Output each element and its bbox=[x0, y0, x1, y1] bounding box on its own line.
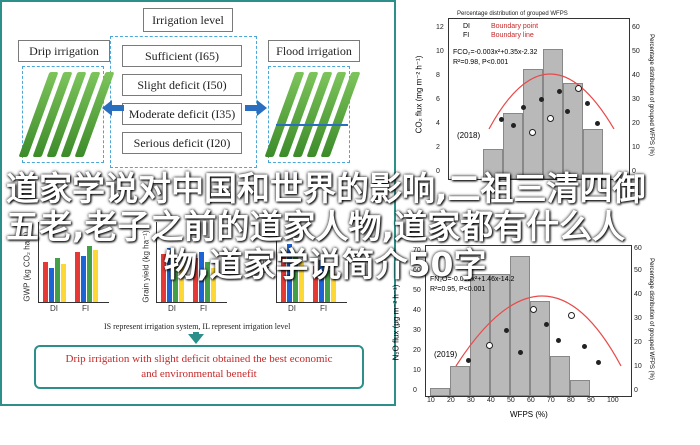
co2-legend-boundary-line: Boundary line bbox=[491, 32, 534, 39]
overlay-title-line-3: 物,道家学说简介50字 bbox=[164, 245, 487, 284]
down-arrow-icon bbox=[188, 332, 204, 344]
n2o-y2ticks: 0 10 20 30 40 50 60 bbox=[634, 245, 642, 394]
drip-field-illustration bbox=[18, 72, 115, 160]
co2-boundary-line bbox=[488, 73, 615, 130]
gwp-group-di: DI bbox=[50, 304, 58, 313]
n2o-equation: FN₂O=-0.012x²+1.46x-14.2 bbox=[430, 276, 515, 283]
drip-irrigation-label: Drip irrigation bbox=[18, 40, 110, 62]
gwp-group-fi: FI bbox=[82, 304, 90, 313]
grain-group-fi: FI bbox=[200, 304, 208, 313]
we-group-fi: FI bbox=[320, 304, 328, 313]
n2o-flux-chart: FN₂O=-0.012x²+1.46x-14.2 R²=0.95, P<0.00… bbox=[425, 245, 632, 397]
conclusion-line-1: Drip irrigation with slight deficit obta… bbox=[65, 353, 333, 365]
co2-legend-boundary-point: Boundary point bbox=[491, 23, 539, 30]
co2-r2: R²=0.98, P<0.001 bbox=[453, 59, 509, 66]
grain-group-di: DI bbox=[168, 304, 176, 313]
note-text: IS represent irrigation system, IL repre… bbox=[104, 322, 291, 331]
overlay-title-line-1: 道家学说对中国和世界的影响,二祖三清四御 bbox=[6, 169, 646, 208]
n2o-yticks: 0 10 20 30 40 50 60 70 bbox=[413, 247, 421, 394]
co2-equation: FCO₂=-0.003x²+0.35x-2.32 bbox=[453, 49, 538, 56]
irrigation-level-title: Irrigation level bbox=[143, 8, 233, 32]
co2-y2label: Percentage distribution of grouped WFPS … bbox=[647, 34, 654, 156]
level-serious: Serious deficit (I20) bbox=[122, 132, 242, 154]
drip-arrow-icon bbox=[102, 100, 124, 116]
overlay-title: 道家学说对中国和世界的影响,二祖三清四御 五老,老子之前的道家人物,道家都有什么… bbox=[0, 170, 700, 284]
n2o-ylabel: N₂O flux (μg m⁻² h⁻¹) bbox=[391, 284, 401, 361]
n2o-r2: R²=0.95, P<0.001 bbox=[430, 286, 486, 293]
graphical-abstract-panel: Irrigation level Sufficient (I65) Slight… bbox=[0, 0, 396, 406]
grain-yield-chart: Grain yield (kg ha⁻¹) DI FI bbox=[142, 222, 228, 313]
n2o-xticks: 10 20 30 40 50 60 70 80 90 100 bbox=[427, 397, 619, 404]
co2-y2ticks: 0 10 20 30 40 50 60 bbox=[632, 24, 640, 175]
level-slight: Slight deficit (I50) bbox=[122, 74, 242, 96]
flood-irrigation-label: Flood irrigation bbox=[268, 40, 360, 62]
we-chart: WE DI FI bbox=[262, 222, 348, 313]
n2o-xlabel: WFPS (%) bbox=[510, 410, 548, 419]
conclusion-box: Drip irrigation with slight deficit obta… bbox=[34, 345, 364, 389]
we-group-di: DI bbox=[288, 304, 296, 313]
flood-field-illustration bbox=[264, 72, 361, 160]
co2-legend-di: DI bbox=[463, 23, 470, 30]
n2o-boundary-line bbox=[455, 295, 622, 367]
flood-frame bbox=[268, 66, 350, 163]
gwp-chart: GWP (kg CO₂ ha⁻¹) DI FI bbox=[23, 222, 110, 313]
level-moderate: Moderate deficit (I35) bbox=[122, 103, 242, 125]
co2-legend-fi: FI bbox=[463, 32, 470, 39]
co2-ylabel: CO₂ flux (mg m⁻² h⁻¹) bbox=[414, 55, 424, 134]
overlay-title-line-2: 五老,老子之前的道家人物,道家都有什么人 bbox=[6, 207, 626, 246]
co2-legend-title: Percentage distribution of grouped WFPS bbox=[457, 11, 568, 17]
co2-year: (2018) bbox=[457, 131, 481, 140]
co2-flux-chart: Percentage distribution of grouped WFPS … bbox=[448, 11, 630, 180]
co2-yticks: 0 2 4 6 8 10 12 bbox=[436, 24, 444, 175]
flood-arrow-icon bbox=[245, 100, 267, 116]
drip-frame bbox=[22, 66, 104, 163]
n2o-year: (2019) bbox=[434, 350, 458, 359]
conclusion-line-2: and environmental benefit bbox=[141, 368, 257, 380]
level-sufficient: Sufficient (I65) bbox=[122, 45, 242, 67]
